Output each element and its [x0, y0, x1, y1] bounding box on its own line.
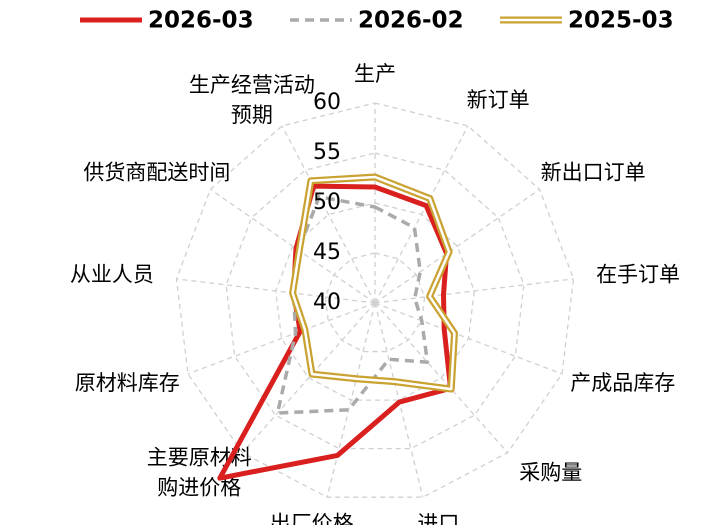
spoke	[374, 302, 563, 375]
category-label: 在手订单	[596, 263, 680, 287]
grid-ring	[275, 202, 475, 401]
r-tick-label: 40	[313, 290, 341, 315]
category-label: 产成品库存	[570, 371, 675, 395]
series-line	[291, 175, 456, 391]
category-label: 新订单	[467, 88, 530, 112]
legend-label: 2026-02	[358, 8, 464, 34]
spoke	[374, 125, 469, 304]
r-tick-label: 50	[313, 190, 341, 215]
category-label: 进口	[417, 511, 459, 525]
category-label: 生产经营活动预期	[189, 73, 315, 127]
category-label: 出厂价格	[270, 511, 354, 525]
r-tick-label: 45	[313, 240, 341, 265]
spoke	[176, 278, 376, 304]
grid-ring	[175, 102, 575, 498]
spoke	[374, 188, 540, 304]
spoke	[187, 302, 376, 375]
legend-label: 2026-03	[148, 8, 254, 34]
category-label: 新出口订单	[541, 160, 646, 184]
spoke	[281, 125, 376, 304]
r-tick-label: 55	[313, 140, 341, 165]
category-label: 原材料库存	[75, 371, 180, 395]
spoke	[326, 302, 376, 498]
r-tick-label: 60	[313, 90, 341, 115]
grid-ring	[324, 252, 426, 353]
spoke	[210, 188, 376, 304]
spoke	[374, 278, 574, 304]
category-label: 从业人员	[70, 263, 154, 287]
legend-label: 2025-03	[568, 8, 674, 34]
category-label: 供货商配送时间	[83, 160, 230, 184]
category-label: 采购量	[519, 461, 582, 485]
spoke	[374, 302, 509, 454]
spoke	[241, 302, 376, 454]
grid-ring	[225, 152, 525, 450]
category-label: 生产	[354, 62, 396, 86]
